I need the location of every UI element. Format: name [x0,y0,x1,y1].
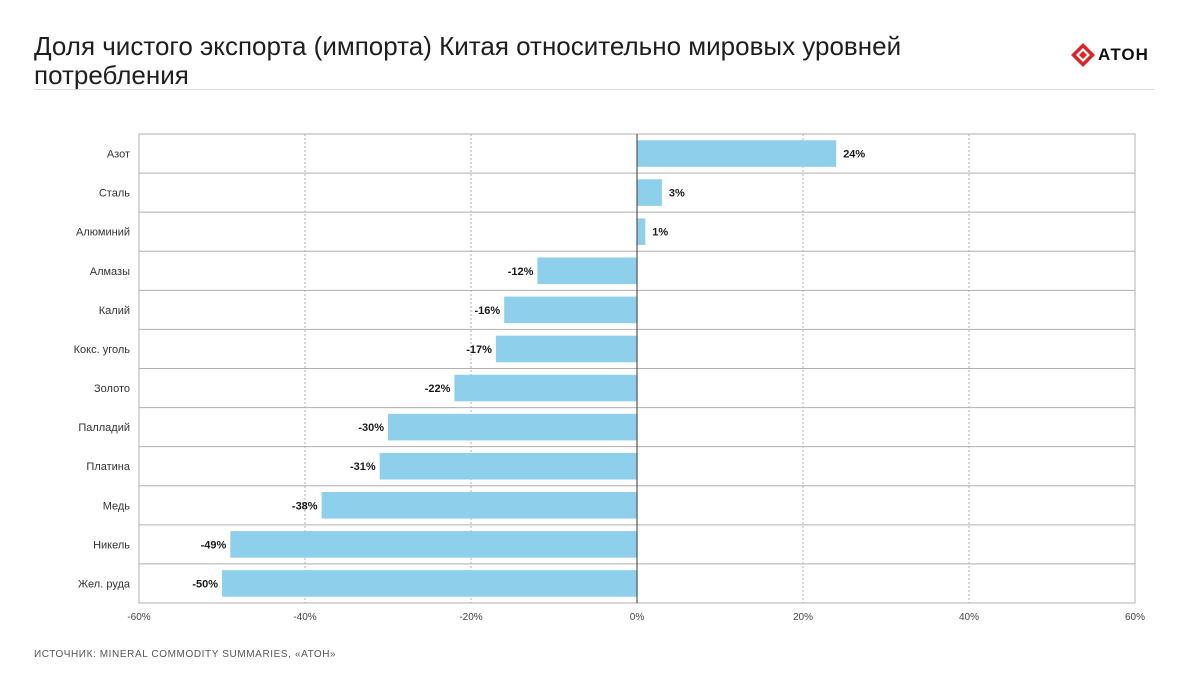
bar [454,374,637,402]
data-label: -16% [475,305,501,317]
bar [637,179,662,206]
category-label: Азот [107,149,130,161]
data-label: -50% [192,578,218,590]
data-label: -30% [358,422,384,434]
company-logo: АТОН [1070,40,1149,70]
data-label: -31% [350,461,376,473]
bar [537,257,637,285]
x-tick-label: 60% [1125,612,1145,623]
data-label: -49% [201,539,227,551]
logo-text: АТОН [1098,45,1149,64]
bar [495,335,637,363]
x-tick-label: 40% [959,612,979,623]
labels-layer: -60% -40% -20% 0% 20% 40% 60% Азот 24% Сталь 3% Алю… [74,149,1145,623]
bar [379,452,637,480]
category-label: Золото [94,383,130,395]
chart-title: Доля чистого экспорта (импорта) Китая от… [34,31,902,90]
data-label: 1% [652,227,668,239]
aton-logo-icon [1071,43,1095,67]
data-label: -22% [425,383,451,395]
data-label: -38% [292,500,318,512]
category-label: Никель [93,539,130,551]
data-label: 3% [669,188,685,200]
category-label: Медь [103,500,131,512]
data-label: 24% [843,149,865,161]
x-tick-label: 20% [793,612,813,623]
category-label: Кокс. уголь [74,344,131,356]
x-tick-label: 0% [630,612,645,623]
x-tick-label: -60% [127,612,150,623]
category-label: Сталь [99,188,130,200]
x-tick-label: -40% [293,612,316,623]
category-label: Платина [86,461,130,473]
bar [388,413,637,441]
data-label: -12% [508,266,534,278]
category-label: Алмазы [90,266,130,278]
bar [637,218,646,245]
category-label: Калий [99,305,130,317]
bar [321,492,637,519]
category-label: Палладий [78,422,130,434]
category-label: Алюминий [76,227,130,239]
bar [504,296,637,324]
category-label: Жел. руда [78,578,131,590]
bar [222,570,637,597]
header-divider [34,89,1154,90]
x-tick-label: -20% [459,612,482,623]
bar [230,531,638,558]
bar [637,140,837,167]
bars-layer [222,134,837,603]
source-note: ИСТОЧНИК: MINERAL COMMODITY SUMMARIES, «… [34,649,337,660]
data-label: -17% [466,344,492,356]
